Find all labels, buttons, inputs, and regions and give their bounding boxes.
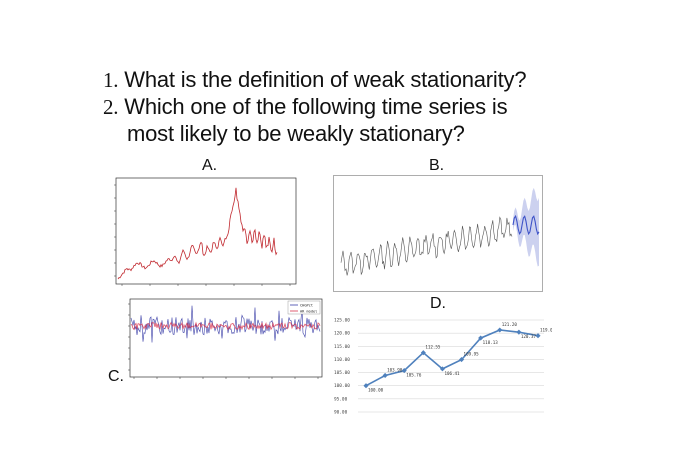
option-b-label: B. bbox=[429, 157, 445, 174]
chart-d-y-tick-label: 120.00 bbox=[334, 331, 350, 337]
question-2-text: Which one of the following time series i… bbox=[124, 94, 508, 119]
chart-c-legend-label-2: AR model bbox=[300, 310, 317, 314]
chart-d-y-tick-label: 95.00 bbox=[334, 396, 348, 402]
chart-d-y-tick-label: 105.00 bbox=[334, 370, 350, 376]
chart-a bbox=[114, 177, 297, 286]
chart-d-point bbox=[478, 335, 484, 341]
chart-b bbox=[333, 175, 543, 292]
chart-d-data-label: 120.37 bbox=[521, 334, 537, 339]
chart-d: 125.00 120.00 115.00 110.00 105.00 100.00 95.0… bbox=[334, 318, 552, 416]
chart-d-y-tick-label: 110.00 bbox=[334, 357, 350, 363]
chart-d-y-tick-label: 125.00 bbox=[334, 318, 350, 324]
question-1-text: What is the definition of weak stationar… bbox=[124, 67, 527, 92]
chart-d-data-label: 109.95 bbox=[464, 352, 480, 357]
chart-a-series-line bbox=[117, 187, 278, 280]
option-d-label: D. bbox=[430, 295, 446, 312]
question-2-continuation: most likely to be weakly stationary? bbox=[127, 121, 465, 146]
chart-b-forecast-line bbox=[512, 214, 540, 236]
chart-d-data-label: 106.41 bbox=[444, 371, 460, 376]
chart-d-data-label: 103.90 bbox=[387, 367, 403, 372]
option-c-label: C. bbox=[108, 368, 124, 385]
chart-a-frame bbox=[115, 177, 297, 285]
chart-c-legend-label-1: CHGPct bbox=[300, 304, 313, 308]
question-2: 2. Which one of the following time serie… bbox=[103, 93, 508, 121]
chart-d-point bbox=[535, 333, 541, 339]
chart-c: CHGPct AR model bbox=[128, 298, 323, 379]
chart-d-y-tick-label: 100.00 bbox=[334, 383, 350, 389]
question-1: 1. What is the definition of weak statio… bbox=[103, 66, 527, 94]
chart-d-y-tick-label: 115.00 bbox=[334, 344, 350, 350]
chart-d-data-label: 105.76 bbox=[406, 373, 422, 378]
chart-c-model-line bbox=[130, 321, 321, 331]
chart-d-data-label: 112.55 bbox=[425, 345, 441, 350]
chart-d-y-tick-label: 90.00 bbox=[334, 410, 348, 416]
chart-d-point bbox=[439, 366, 445, 372]
question-1-number: 1. bbox=[103, 68, 119, 92]
chart-d-point bbox=[497, 327, 503, 333]
chart-b-series-line bbox=[340, 216, 513, 276]
chart-b-forecast-band bbox=[513, 187, 539, 267]
chart-d-data-label: 119.02 bbox=[540, 328, 552, 333]
chart-d-data-label: 118.13 bbox=[483, 340, 499, 345]
chart-b-frame bbox=[333, 175, 543, 292]
question-2-number: 2. bbox=[103, 95, 119, 119]
chart-d-point bbox=[459, 357, 465, 363]
chart-d-series-line bbox=[365, 329, 539, 387]
chart-d-point bbox=[401, 368, 407, 374]
chart-d-data-label: 100.00 bbox=[368, 388, 384, 393]
chart-d-data-label: 121.20 bbox=[502, 322, 518, 327]
option-a-label: A. bbox=[202, 157, 218, 174]
